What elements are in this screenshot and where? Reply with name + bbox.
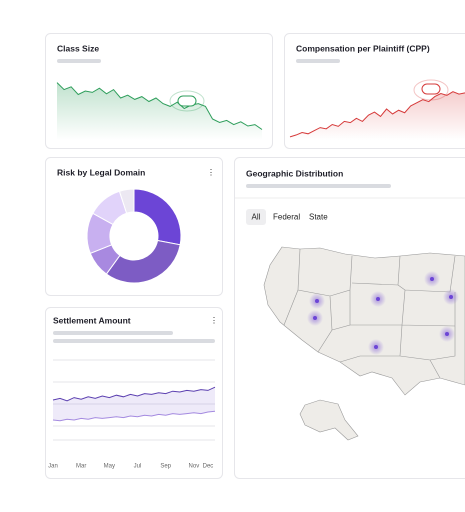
- x-tick-label: Dec: [203, 464, 214, 470]
- donut-slice: [118, 188, 135, 214]
- card-title: Class Size: [57, 43, 99, 53]
- line: [52, 410, 216, 422]
- card: [45, 307, 223, 479]
- line: [289, 91, 465, 138]
- placeholder: [53, 331, 173, 335]
- tab[interactable]: All: [252, 213, 261, 222]
- x-tick-label: Mar: [76, 464, 86, 470]
- card-title: Geographic Distribution: [246, 168, 343, 178]
- highlight: [421, 83, 441, 95]
- placeholder: [246, 184, 391, 188]
- map: [263, 246, 465, 441]
- placeholder: [57, 59, 101, 63]
- line-area: [290, 91, 465, 140]
- tab[interactable]: State: [309, 213, 328, 222]
- line: [52, 386, 216, 402]
- x-tick-label: Nov: [189, 464, 200, 470]
- map-points: [307, 271, 459, 355]
- card: [45, 157, 223, 296]
- x-tick-label: Jan: [48, 464, 58, 470]
- menu-icon[interactable]: ⋮: [210, 316, 218, 325]
- placeholder: [296, 59, 340, 63]
- highlight: [177, 95, 197, 107]
- highlight: [413, 79, 449, 101]
- card-title: Compensation per Plaintiff (CPP): [296, 43, 430, 53]
- donut-slice: [105, 239, 181, 284]
- line: [56, 82, 263, 130]
- x-tick-label: May: [104, 464, 115, 470]
- grid: [53, 359, 215, 441]
- tab[interactable]: Federal: [273, 213, 300, 222]
- placeholder: [53, 339, 215, 343]
- x-tick-label: Sep: [160, 464, 171, 470]
- card-title: Settlement Amount: [53, 315, 131, 325]
- x-tick-label: Jul: [134, 464, 142, 470]
- band-area: [53, 387, 215, 421]
- highlight: [169, 90, 205, 112]
- card-title: Risk by Legal Domain: [57, 167, 145, 177]
- line-area: [57, 82, 262, 140]
- tab-active[interactable]: [246, 209, 266, 225]
- menu-icon[interactable]: ⋮: [207, 168, 215, 177]
